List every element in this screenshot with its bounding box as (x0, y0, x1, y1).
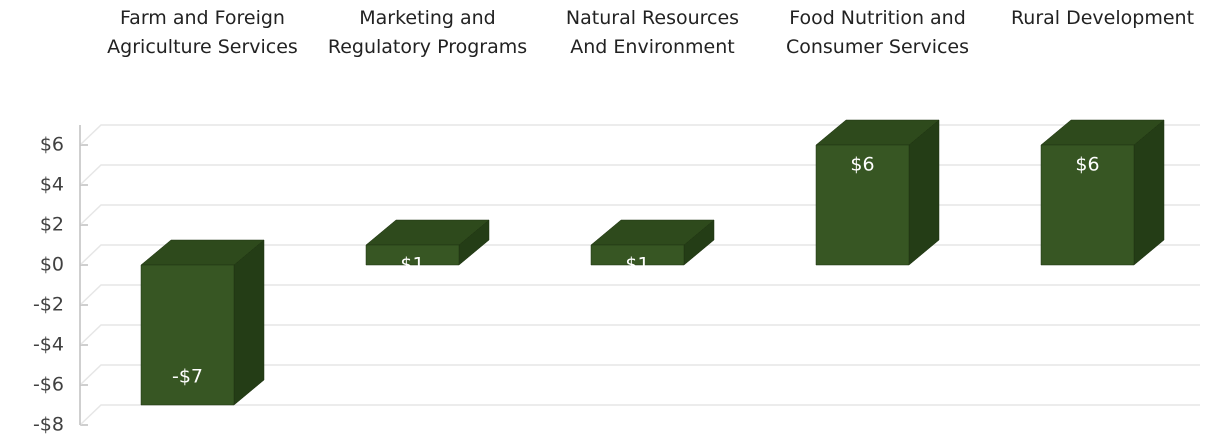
grid-line (79, 404, 1200, 426)
y-tick-label: $4 (40, 174, 64, 196)
value-label: $6 (1075, 154, 1099, 176)
y-tick-label: -$8 (33, 414, 64, 436)
bar (590, 219, 715, 266)
category-label: Food Nutrition and Consumer Services (785, 7, 970, 58)
category-label: Natural Resources And Environment (565, 7, 740, 58)
grid-line (79, 284, 1200, 306)
grid-line (79, 164, 1200, 186)
value-label: $1 (400, 254, 424, 276)
grid-line (79, 324, 1200, 346)
category-label: Marketing and Regulatory Programs (327, 7, 528, 58)
bar (815, 119, 940, 266)
bar-front (140, 264, 235, 406)
bar (140, 239, 265, 406)
bar-side (908, 119, 940, 266)
y-tick-label: $0 (40, 254, 64, 276)
bar-side (1133, 119, 1165, 266)
category-label: Rural Development (1010, 7, 1195, 29)
y-tick-label: -$2 (33, 294, 64, 316)
value-label: $6 (850, 154, 874, 176)
category-label: Farm and Foreign Agriculture Services (107, 7, 298, 58)
bar (1040, 119, 1165, 266)
value-label: -$7 (172, 366, 203, 388)
grid-line (79, 364, 1200, 386)
y-tick-label: -$4 (33, 334, 64, 356)
bar-front (1040, 144, 1135, 266)
bar-front (590, 244, 685, 266)
bar (365, 219, 490, 266)
bar-front (815, 144, 910, 266)
y-tick-label: $6 (40, 134, 64, 156)
y-tick-label: $2 (40, 214, 64, 236)
bar-side (233, 239, 265, 406)
value-label: $1 (625, 254, 649, 276)
grid-line (79, 124, 1200, 146)
bar-front (365, 244, 460, 266)
y-tick-label: -$6 (33, 374, 64, 396)
